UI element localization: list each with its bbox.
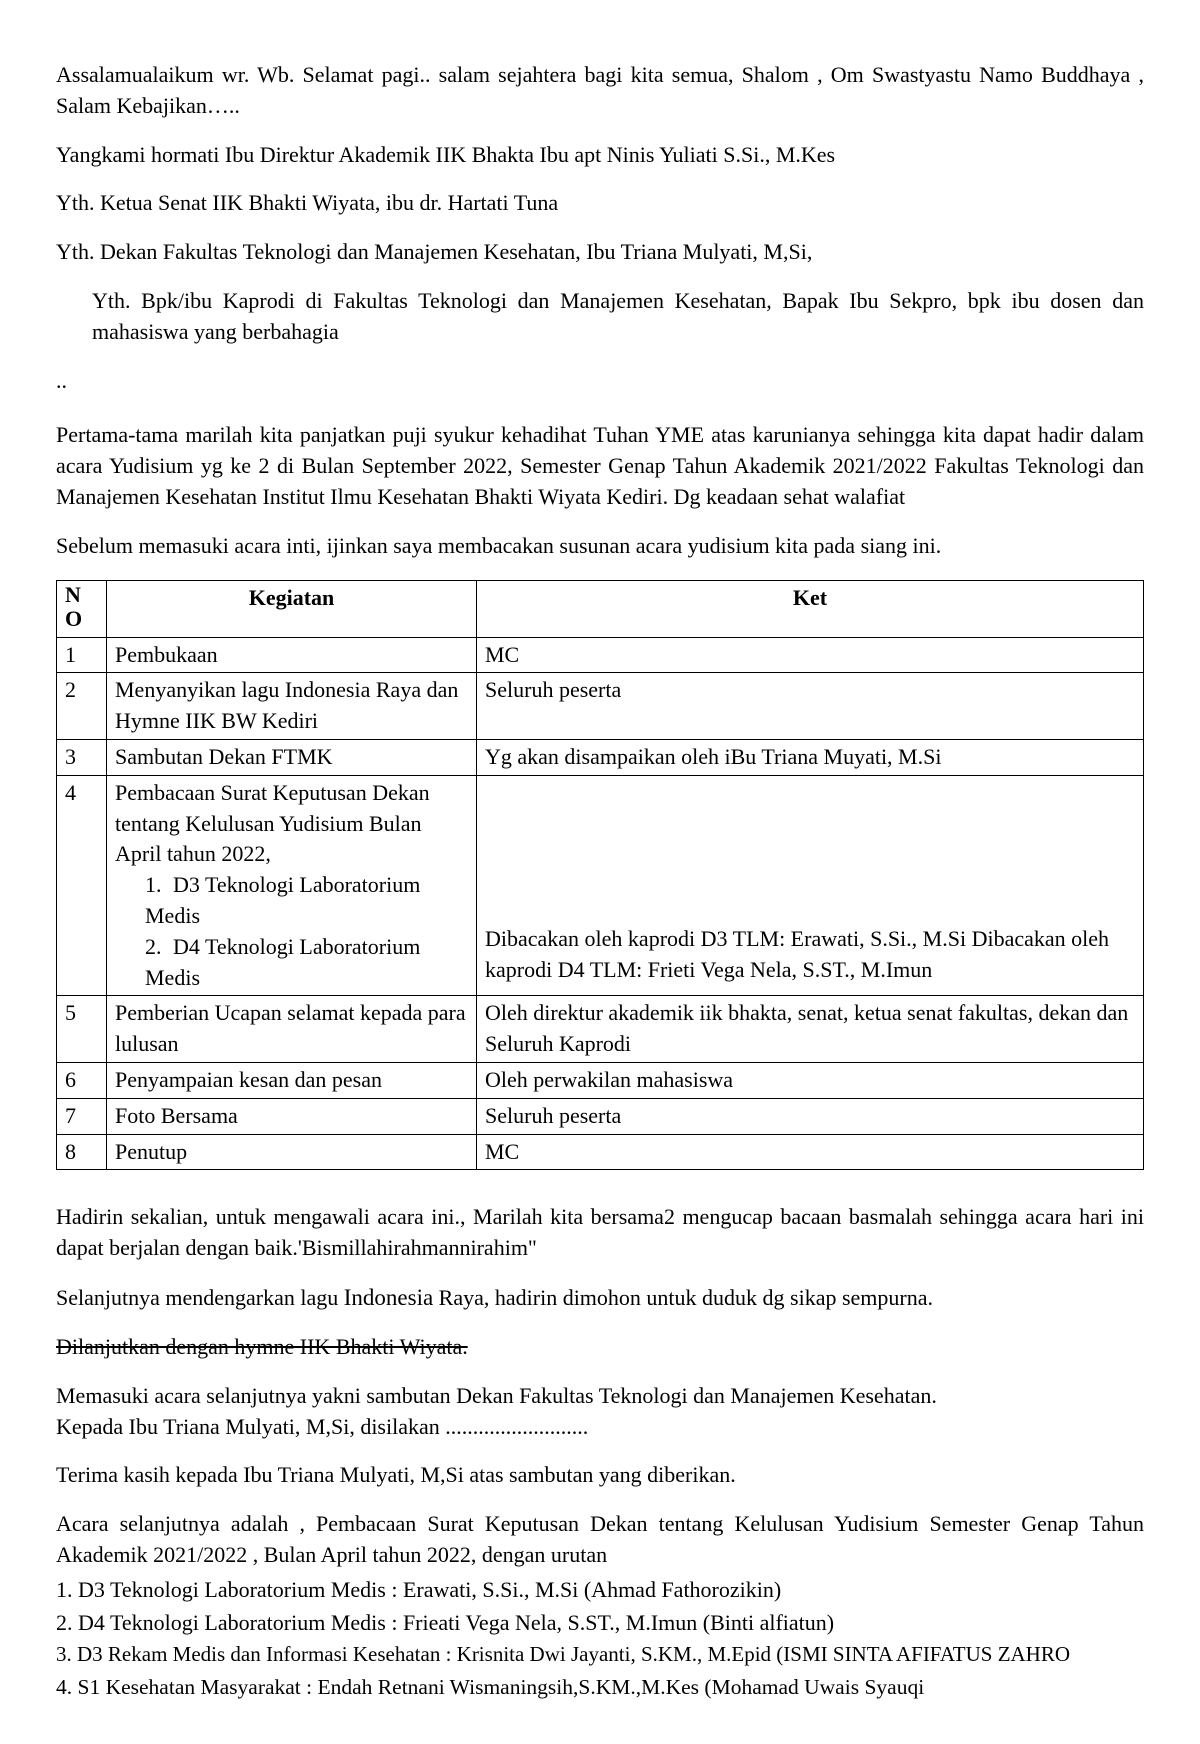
cell-kegiatan: Pembukaan bbox=[107, 637, 477, 673]
table-row: 5 Pemberian Ucapan selamat kepada para l… bbox=[57, 996, 1144, 1063]
cell-ket: Seluruh peserta bbox=[477, 673, 1144, 740]
intro-p5: Pertama-tama marilah kita panjatkan puji… bbox=[56, 420, 1144, 512]
table-row: 4 Pembacaan Surat Keputusan Dekan tentan… bbox=[57, 775, 1144, 996]
cell-no: 1 bbox=[57, 637, 107, 673]
table-row: 1 Pembukaan MC bbox=[57, 637, 1144, 673]
table-row: 3 Sambutan Dekan FTMK Yg akan disampaika… bbox=[57, 739, 1144, 775]
after-p6: Acara selanjutnya adalah , Pembacaan Sur… bbox=[56, 1509, 1144, 1571]
dots: .. bbox=[56, 366, 1144, 397]
list-item: 2. D4 Teknologi Laboratorium Medis : Fri… bbox=[56, 1608, 1144, 1639]
table-row: 8 Penutup MC bbox=[57, 1134, 1144, 1170]
cell-kegiatan: Sambutan Dekan FTMK bbox=[107, 739, 477, 775]
list-item: 3. D3 Rekam Medis dan Informasi Kesehata… bbox=[56, 1640, 1144, 1669]
cell-kegiatan: Pemberian Ucapan selamat kepada para lul… bbox=[107, 996, 477, 1063]
after-p4b: Kepada Ibu Triana Mulyati, M,Si, disilak… bbox=[56, 1412, 1144, 1443]
cell-no: 6 bbox=[57, 1062, 107, 1098]
cell-ket: Yg akan disampaikan oleh iBu Triana Muya… bbox=[477, 739, 1144, 775]
cell-kegiatan: Penutup bbox=[107, 1134, 477, 1170]
table-header-row: NO Kegiatan Ket bbox=[57, 580, 1144, 637]
cell-kegiatan: Foto Bersama bbox=[107, 1098, 477, 1134]
table-row: 7 Foto Bersama Seluruh peserta bbox=[57, 1098, 1144, 1134]
cell-ket: MC bbox=[477, 1134, 1144, 1170]
honor-p2: Yth. Ketua Senat IIK Bhakti Wiyata, ibu … bbox=[56, 188, 1144, 219]
row4-item2: 2.D4 Teknologi Laboratorium Medis bbox=[145, 932, 468, 994]
header-ket: Ket bbox=[477, 580, 1144, 637]
after-p2: Selanjutnya mendengarkan lagu Indonesia … bbox=[56, 1282, 1144, 1314]
cell-kegiatan: Penyampaian kesan dan pesan bbox=[107, 1062, 477, 1098]
header-no: NO bbox=[57, 580, 107, 637]
greeting-text: Assalamualaikum wr. Wb. Selamat pagi.. s… bbox=[56, 60, 1144, 122]
intro-p6: Sebelum memasuki acara inti, ijinkan say… bbox=[56, 531, 1144, 562]
cell-ket: Oleh perwakilan mahasiswa bbox=[477, 1062, 1144, 1098]
cell-no: 4 bbox=[57, 775, 107, 996]
row4-item1: 1.D3 Teknologi Laboratorium Medis bbox=[145, 870, 468, 932]
cell-kegiatan: Menyanyikan lagu Indonesia Raya dan Hymn… bbox=[107, 673, 477, 740]
honor-p1: Yangkami hormati Ibu Direktur Akademik I… bbox=[56, 140, 1144, 171]
after-p4a: Memasuki acara selanjutnya yakni sambuta… bbox=[56, 1381, 1144, 1412]
after-p5: Terima kasih kepada Ibu Triana Mulyati, … bbox=[56, 1460, 1144, 1491]
cell-ket: MC bbox=[477, 637, 1144, 673]
cell-kegiatan: Pembacaan Surat Keputusan Dekan tentang … bbox=[107, 775, 477, 996]
list-item: 1. D3 Teknologi Laboratorium Medis : Era… bbox=[56, 1575, 1144, 1606]
honor-p4: Yth. Bpk/ibu Kaprodi di Fakultas Teknolo… bbox=[56, 286, 1144, 348]
row4-lead: Pembacaan Surat Keputusan Dekan tentang … bbox=[115, 778, 468, 870]
list-item: 4. S1 Kesehatan Masyarakat : Endah Retna… bbox=[56, 1672, 1144, 1702]
cell-no: 8 bbox=[57, 1134, 107, 1170]
honor-p3: Yth. Dekan Fakultas Teknologi dan Manaje… bbox=[56, 237, 1144, 268]
cell-no: 7 bbox=[57, 1098, 107, 1134]
table-row: 2 Menyanyikan lagu Indonesia Raya dan Hy… bbox=[57, 673, 1144, 740]
after-p1: Hadirin sekalian, untuk mengawali acara … bbox=[56, 1202, 1144, 1264]
after-p3-strike: Dilanjutkan dengan hymne IIK Bhakti Wiya… bbox=[56, 1332, 1144, 1363]
cell-no: 3 bbox=[57, 739, 107, 775]
agenda-table: NO Kegiatan Ket 1 Pembukaan MC 2 Menyany… bbox=[56, 580, 1144, 1171]
cell-no: 2 bbox=[57, 673, 107, 740]
cell-no: 5 bbox=[57, 996, 107, 1063]
header-kegiatan: Kegiatan bbox=[107, 580, 477, 637]
table-row: 6 Penyampaian kesan dan pesan Oleh perwa… bbox=[57, 1062, 1144, 1098]
cell-ket: Dibacakan oleh kaprodi D3 TLM: Erawati, … bbox=[477, 775, 1144, 996]
cell-ket: Oleh direktur akademik iik bhakta, senat… bbox=[477, 996, 1144, 1063]
cell-ket: Seluruh peserta bbox=[477, 1098, 1144, 1134]
